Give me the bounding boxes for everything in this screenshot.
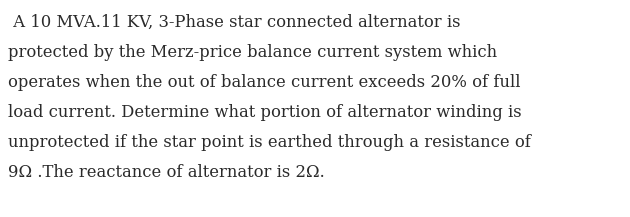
Text: load current. Determine what portion of alternator winding is: load current. Determine what portion of … bbox=[8, 104, 522, 121]
Text: unprotected if the star point is earthed through a resistance of: unprotected if the star point is earthed… bbox=[8, 134, 531, 151]
Text: A 10 MVA.11 KV, 3-Phase star connected alternator is: A 10 MVA.11 KV, 3-Phase star connected a… bbox=[8, 14, 461, 31]
Text: 9Ω .The reactance of alternator is 2Ω.: 9Ω .The reactance of alternator is 2Ω. bbox=[8, 164, 324, 181]
Text: operates when the out of balance current exceeds 20% of full: operates when the out of balance current… bbox=[8, 74, 520, 91]
Text: protected by the Merz-price balance current system which: protected by the Merz-price balance curr… bbox=[8, 44, 497, 61]
